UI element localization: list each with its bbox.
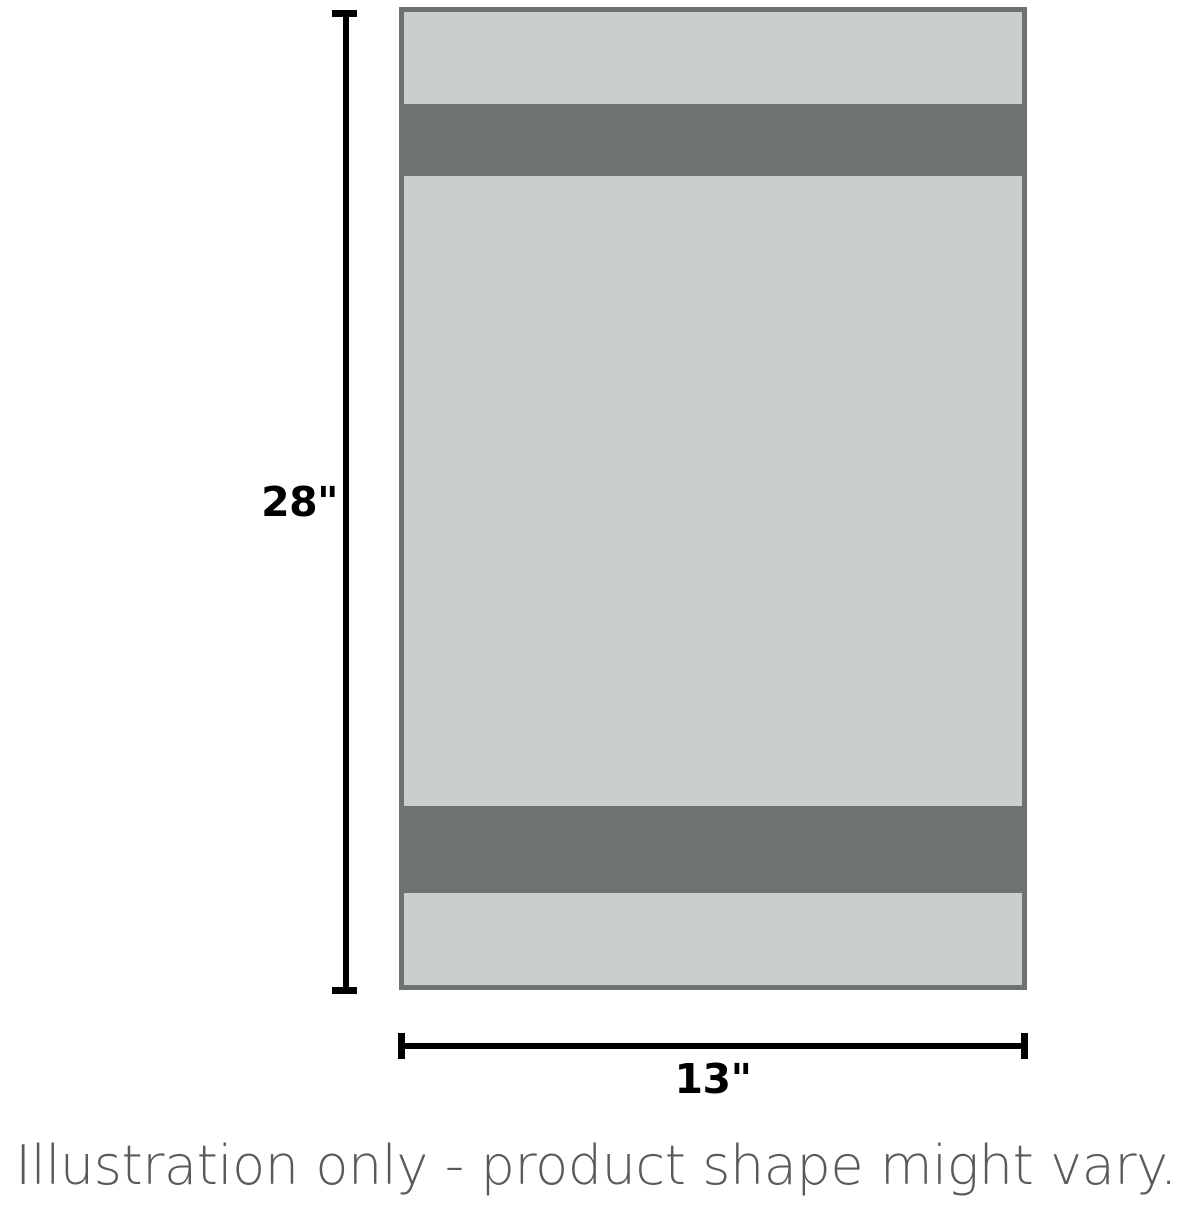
product-bottom-stripe <box>399 806 1027 893</box>
width-dimension-label: 13" <box>674 1055 752 1103</box>
height-dimension-bottom-cap <box>332 987 357 994</box>
height-dimension-label: 28" <box>261 478 338 526</box>
illustration-disclaimer-caption: Illustration only - product shape might … <box>15 1134 1177 1197</box>
width-dimension-right-cap <box>1021 1033 1028 1059</box>
width-dimension-line <box>396 1028 1030 1064</box>
width-dimension-shaft <box>400 1043 1026 1049</box>
product-top-stripe <box>399 104 1027 176</box>
height-dimension-line <box>332 8 357 996</box>
product-outline <box>399 7 1027 990</box>
height-dimension-shaft <box>343 12 349 992</box>
